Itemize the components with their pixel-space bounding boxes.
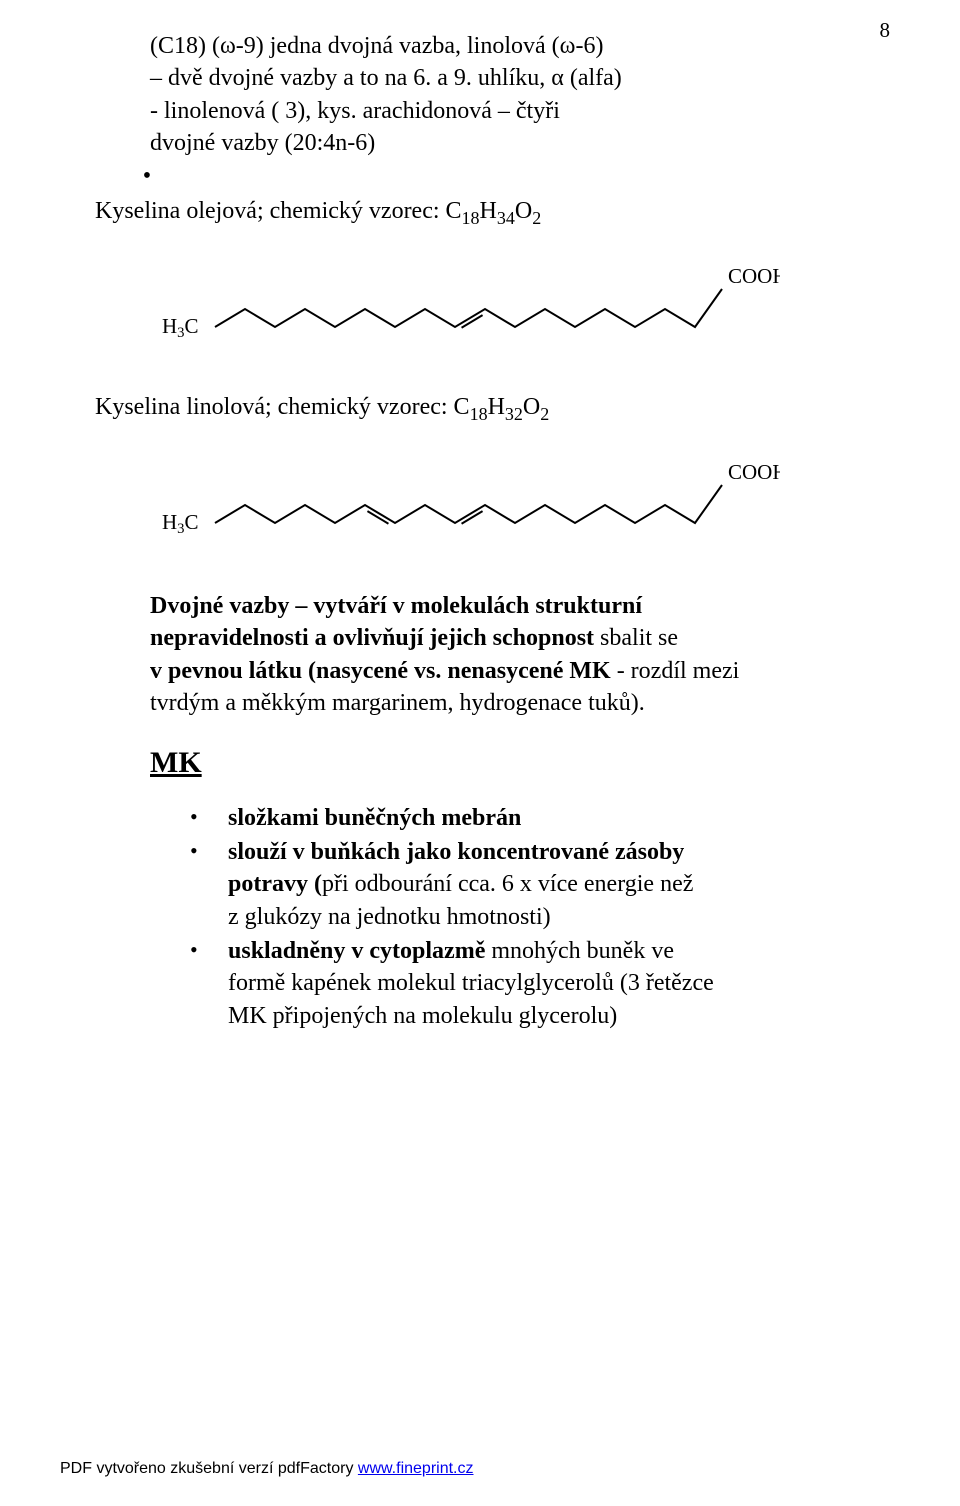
bullet-icon: •: [190, 802, 228, 834]
page-number: 8: [880, 18, 891, 43]
intro-line-1: (C18) (ω-9) jedna dvojná vazba, linolová…: [150, 30, 865, 62]
list-item: • uskladněny v cytoplazmě mnohých buněk …: [190, 935, 865, 1032]
svg-text:H3C: H3C: [162, 510, 199, 537]
oleic-formula-label: Kyselina olejová; chemický vzorec: C18H3…: [95, 198, 865, 225]
linoleic-formula-label: Kyselina linolová; chemický vzorec: C18H…: [95, 394, 865, 421]
bullet-icon: •: [190, 836, 228, 933]
list-item: • slouží v buňkách jako koncentrované zá…: [190, 836, 865, 933]
intro-line-4: dvojné vazby (20:4n-6): [150, 127, 865, 159]
footer: PDF vytvořeno zkušební verzí pdfFactory …: [60, 1460, 473, 1478]
linoleic-svg: H3C COOH: [140, 445, 780, 555]
intro-paragraph: (C18) (ω-9) jedna dvojná vazba, linolová…: [150, 30, 865, 192]
oleic-svg: H3C COOH: [140, 249, 780, 359]
list-item: • složkami buněčných mebrán: [190, 802, 865, 834]
linoleic-structure: H3C COOH: [140, 445, 865, 560]
footer-link[interactable]: www.fineprint.cz: [358, 1460, 474, 1477]
mk-heading: MK: [150, 746, 865, 780]
mk-bullet-list: • složkami buněčných mebrán • slouží v b…: [190, 802, 865, 1033]
intro-line-2: – dvě dvojné vazby a to na 6. a 9. uhlík…: [150, 62, 865, 94]
footer-text: PDF vytvořeno zkušební verzí pdfFactory: [60, 1460, 358, 1477]
bullet-icon: •: [190, 935, 228, 1032]
svg-text:COOH: COOH: [728, 264, 780, 288]
bullet-icon: •: [132, 160, 162, 192]
svg-text:H3C: H3C: [162, 314, 199, 341]
double-bond-paragraph: Dvojné vazby – vytváří v molekulách stru…: [150, 590, 865, 720]
svg-text:COOH: COOH: [728, 460, 780, 484]
bullet-empty: •: [132, 160, 865, 192]
page: 8 (C18) (ω-9) jedna dvojná vazba, linolo…: [0, 0, 960, 1506]
intro-line-3: - linolenová ( 3), kys. arachidonová – č…: [150, 95, 865, 127]
oleic-structure: H3C COOH: [140, 249, 865, 364]
